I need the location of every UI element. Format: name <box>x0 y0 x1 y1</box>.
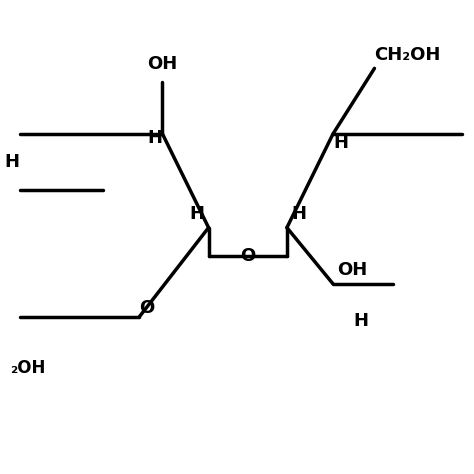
Text: OH: OH <box>337 261 368 279</box>
Text: O: O <box>240 247 255 265</box>
Text: H: H <box>292 205 307 223</box>
Text: H: H <box>5 153 19 171</box>
Text: O: O <box>139 299 155 317</box>
Text: ₂OH: ₂OH <box>10 359 46 377</box>
Text: CH₂OH: CH₂OH <box>374 46 441 64</box>
Text: OH: OH <box>147 55 178 73</box>
Text: H: H <box>189 205 204 223</box>
Text: H: H <box>353 312 368 330</box>
Text: H: H <box>333 134 348 152</box>
Text: H: H <box>147 129 163 147</box>
